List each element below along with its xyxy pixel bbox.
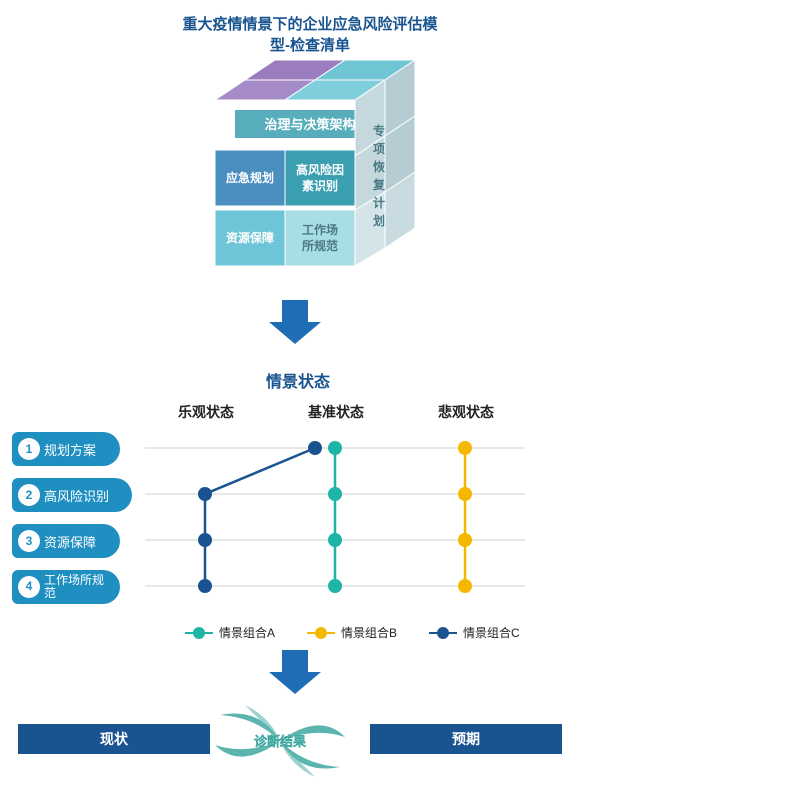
cube-bot-left-label: 资源保障: [226, 230, 274, 245]
row-label-1: 高风险识别: [44, 486, 109, 505]
legend-item-0: 情景组合A: [185, 624, 275, 641]
scenario-title: 情景状态: [253, 368, 343, 392]
cube-top-label: 治理与决策架构: [264, 117, 355, 132]
cube-side-char-2: 项: [373, 142, 385, 156]
vortex-diagram: 诊断结果: [210, 697, 350, 785]
chart-legend: 情景组合A 情景组合B 情景组合C: [185, 624, 520, 641]
row-label-0: 规划方案: [44, 440, 96, 459]
legend-label-0: 情景组合A: [219, 624, 275, 641]
diagram-title: 重大疫情情景下的企业应急风险评估模型-检查清单: [180, 14, 440, 56]
row-label-3: 工作场所规范: [44, 574, 104, 600]
bottom-right-bar: 预期: [370, 724, 562, 754]
row-num-2: 3: [18, 530, 40, 552]
scenario-chart: [145, 430, 535, 610]
row-pill-1: 2 高风险识别: [12, 478, 132, 512]
row-num-1: 2: [18, 484, 40, 506]
cube-mid-right-label-1: 高风险因: [296, 162, 344, 177]
cube-side-char-6: 划: [373, 213, 385, 228]
legend-label-2: 情景组合C: [463, 624, 520, 641]
cube-side-char-5: 计: [373, 195, 385, 210]
arrow-1-body: [282, 300, 308, 322]
row-pill-0: 1 规划方案: [12, 432, 120, 466]
row-label-2: 资源保障: [44, 532, 96, 551]
cube-side-char-4: 复: [372, 177, 386, 192]
legend-item-2: 情景组合C: [429, 624, 520, 641]
row-num-3: 4: [18, 576, 40, 598]
col-header-2: 悲观状态: [438, 402, 494, 422]
arrow-2-body: [282, 650, 308, 672]
arrow-1-head: [269, 322, 321, 344]
cube-mid-left-label: 应急规划: [226, 170, 274, 185]
cube-bot-right: [285, 210, 355, 266]
row-num-0: 1: [18, 438, 40, 460]
row-pill-2: 3 资源保障: [12, 524, 120, 558]
vortex-label: 诊断结果: [254, 734, 306, 749]
arrow-2-head: [269, 672, 321, 694]
bottom-left-bar: 现状: [18, 724, 210, 754]
row-pill-3: 4 工作场所规范: [12, 570, 120, 604]
cube-mid-right-label-2: 素识别: [302, 178, 338, 193]
cube-diagram: 治理与决策架构 应急规划 高风险因 素识别 资源保障 工作场 所规范 专 项 恢…: [175, 60, 455, 290]
cube-side-char-3: 恢: [373, 159, 385, 174]
cube-bot-right-label-1: 工作场: [302, 222, 338, 237]
cube-bot-right-label-2: 所规范: [302, 238, 338, 253]
cube-side-char-1: 专: [373, 123, 385, 138]
legend-label-1: 情景组合B: [341, 624, 397, 641]
col-header-1: 基准状态: [308, 402, 364, 422]
cube-mid-right: [285, 150, 355, 206]
legend-item-1: 情景组合B: [307, 624, 397, 641]
col-header-0: 乐观状态: [178, 402, 234, 422]
